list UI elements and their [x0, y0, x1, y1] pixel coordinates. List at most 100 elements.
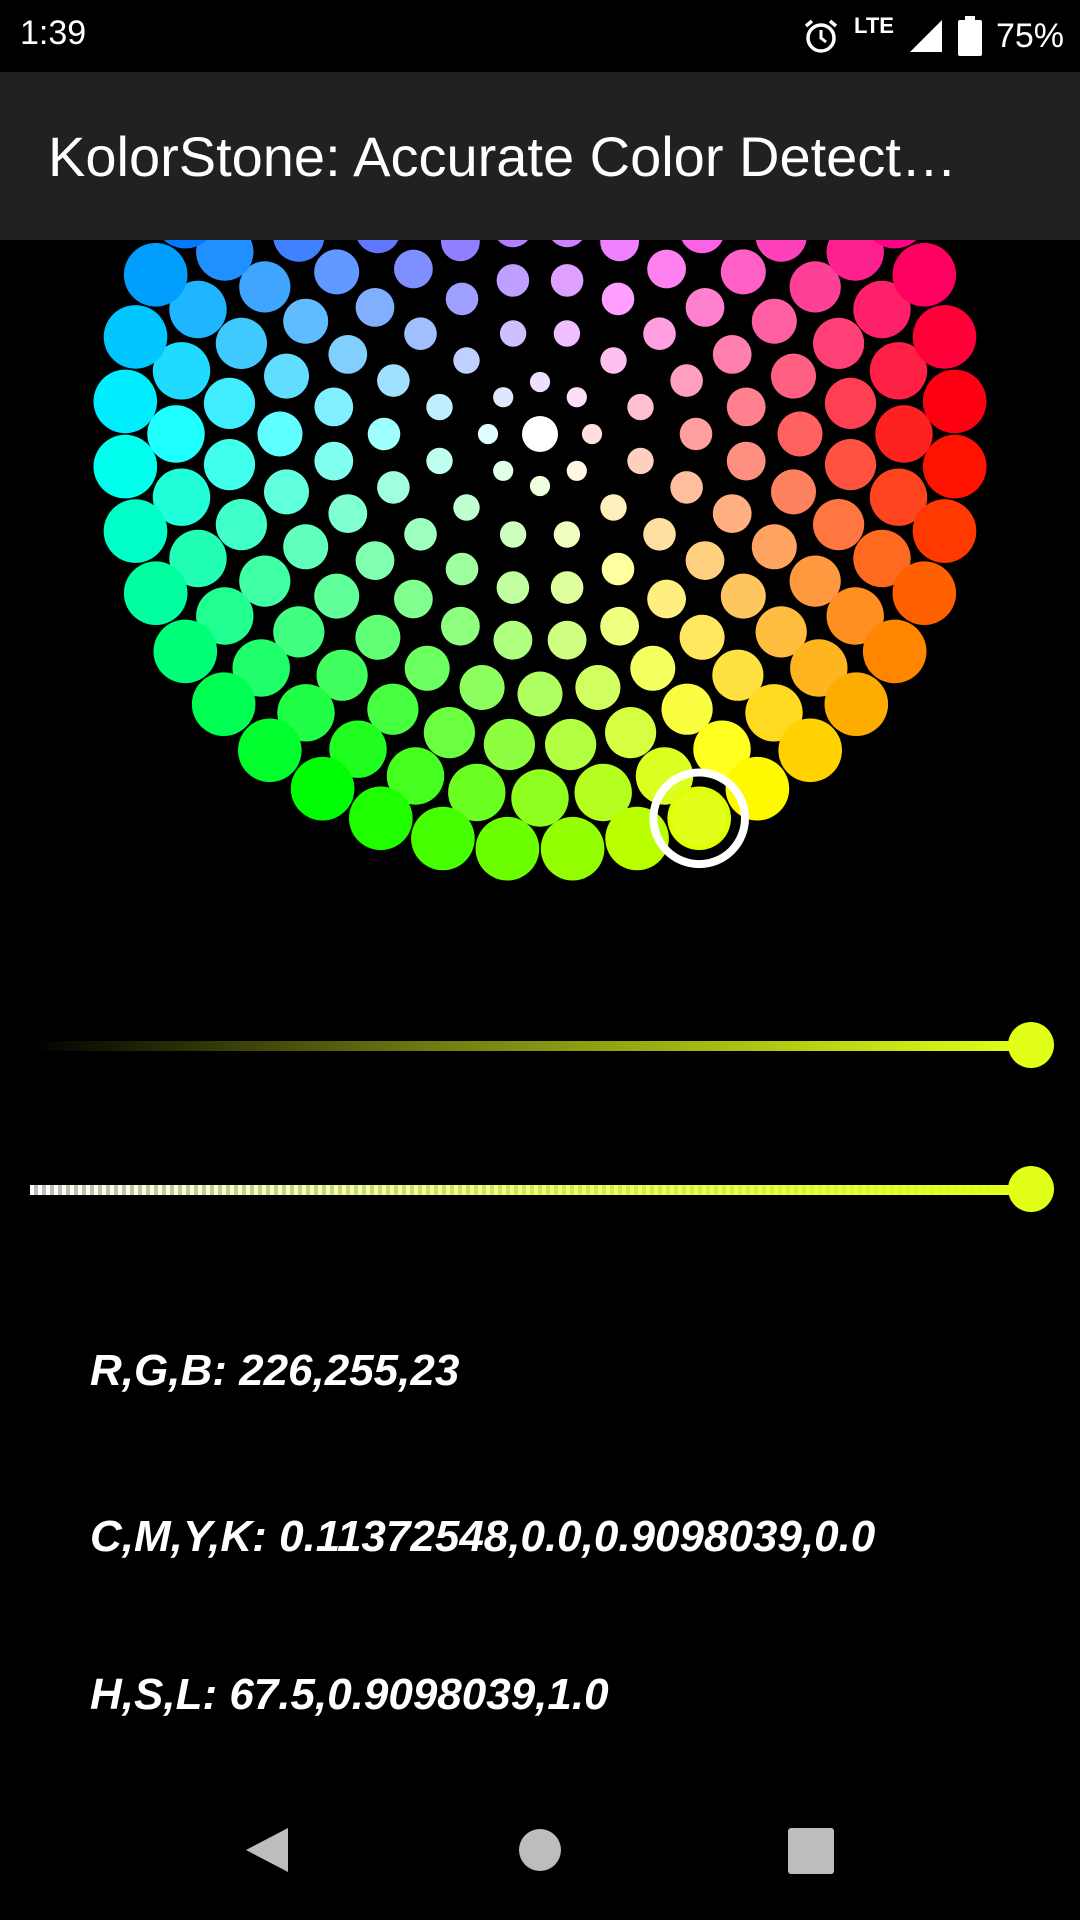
color-dot[interactable]: [94, 370, 158, 434]
color-dot[interactable]: [147, 405, 204, 462]
color-dot[interactable]: [813, 499, 864, 550]
color-dot[interactable]: [283, 524, 328, 569]
color-dot[interactable]: [778, 412, 823, 457]
brightness-slider-track[interactable]: [30, 1041, 1020, 1051]
color-dot[interactable]: [497, 571, 530, 604]
recents-icon[interactable]: [784, 1822, 840, 1878]
color-dot[interactable]: [825, 378, 876, 429]
brightness-slider[interactable]: [30, 1016, 1050, 1076]
color-dot[interactable]: [643, 317, 676, 350]
color-dot[interactable]: [258, 412, 303, 457]
color-dot[interactable]: [377, 364, 410, 397]
alpha-slider-track[interactable]: [30, 1185, 1020, 1195]
alpha-slider[interactable]: [30, 1160, 1050, 1220]
color-dot[interactable]: [913, 305, 977, 369]
color-dot[interactable]: [530, 476, 550, 496]
color-dot[interactable]: [404, 518, 437, 551]
color-dot[interactable]: [124, 243, 188, 307]
color-dot[interactable]: [394, 250, 433, 289]
color-dot[interactable]: [356, 541, 395, 580]
color-dot[interactable]: [778, 719, 842, 783]
color-dot[interactable]: [605, 707, 656, 758]
color-dot[interactable]: [554, 521, 580, 547]
color-dot[interactable]: [497, 264, 530, 297]
color-dot[interactable]: [752, 524, 797, 569]
color-dot[interactable]: [216, 499, 267, 550]
color-dot[interactable]: [670, 471, 703, 504]
color-dot[interactable]: [530, 372, 550, 392]
color-dot[interactable]: [600, 240, 639, 261]
color-dot[interactable]: [893, 561, 957, 625]
color-dot[interactable]: [575, 665, 620, 710]
color-dot[interactable]: [913, 499, 977, 563]
color-dot[interactable]: [923, 370, 987, 434]
color-dot[interactable]: [460, 665, 505, 710]
color-dot[interactable]: [680, 615, 725, 660]
color-dot[interactable]: [630, 646, 675, 691]
color-dot[interactable]: [264, 469, 309, 514]
back-icon[interactable]: [240, 1822, 296, 1878]
color-dot[interactable]: [314, 574, 359, 619]
color-dot[interactable]: [875, 405, 932, 462]
color-dot-center[interactable]: [522, 416, 558, 452]
color-dot[interactable]: [493, 387, 513, 407]
color-dot[interactable]: [686, 541, 725, 580]
color-dot[interactable]: [154, 620, 218, 684]
color-dot[interactable]: [484, 719, 535, 770]
color-dot[interactable]: [314, 442, 353, 481]
color-dot[interactable]: [863, 620, 927, 684]
alpha-slider-thumb[interactable]: [1008, 1166, 1054, 1212]
color-wheel[interactable]: [0, 240, 1080, 1000]
color-dot[interactable]: [518, 672, 563, 717]
color-dot[interactable]: [441, 607, 480, 646]
color-dot[interactable]: [411, 807, 475, 871]
color-dot[interactable]: [548, 240, 587, 247]
color-dot[interactable]: [545, 719, 596, 770]
color-dot[interactable]: [554, 320, 580, 346]
color-dot[interactable]: [494, 240, 533, 247]
color-dot[interactable]: [355, 615, 400, 660]
color-dot[interactable]: [192, 672, 256, 736]
color-dot[interactable]: [355, 240, 400, 253]
color-dot[interactable]: [680, 418, 713, 451]
color-dot[interactable]: [813, 318, 864, 369]
color-dot[interactable]: [721, 249, 766, 294]
color-dot[interactable]: [551, 264, 584, 297]
color-dot[interactable]: [727, 442, 766, 481]
color-dot[interactable]: [494, 621, 533, 660]
color-dot[interactable]: [124, 561, 188, 625]
color-dot[interactable]: [686, 288, 725, 327]
color-dot[interactable]: [600, 607, 639, 646]
color-dot[interactable]: [216, 318, 267, 369]
color-dot[interactable]: [349, 787, 413, 851]
color-dot[interactable]: [713, 335, 752, 374]
color-dot[interactable]: [453, 494, 479, 520]
color-dot[interactable]: [426, 394, 452, 420]
color-dot[interactable]: [377, 471, 410, 504]
color-dot[interactable]: [548, 621, 587, 660]
color-dot[interactable]: [600, 494, 626, 520]
color-dot[interactable]: [441, 240, 480, 261]
color-dot[interactable]: [283, 299, 328, 344]
color-dot[interactable]: [356, 288, 395, 327]
color-dot[interactable]: [551, 571, 584, 604]
color-dot[interactable]: [727, 388, 766, 427]
color-dot[interactable]: [478, 424, 498, 444]
color-dot[interactable]: [493, 461, 513, 481]
color-dot[interactable]: [647, 250, 686, 289]
color-dot[interactable]: [541, 817, 605, 881]
color-dot[interactable]: [713, 494, 752, 533]
color-dot[interactable]: [567, 387, 587, 407]
color-dot[interactable]: [94, 435, 158, 499]
color-dot[interactable]: [602, 553, 635, 586]
color-dot[interactable]: [923, 435, 987, 499]
color-dot[interactable]: [600, 347, 626, 373]
color-dot[interactable]: [893, 243, 957, 307]
color-dot[interactable]: [328, 494, 367, 533]
color-dot[interactable]: [721, 574, 766, 619]
color-dot[interactable]: [680, 240, 725, 253]
color-dot[interactable]: [670, 364, 703, 397]
color-dot[interactable]: [825, 672, 889, 736]
selected-color-dot[interactable]: [671, 791, 727, 847]
color-dot[interactable]: [104, 499, 168, 563]
